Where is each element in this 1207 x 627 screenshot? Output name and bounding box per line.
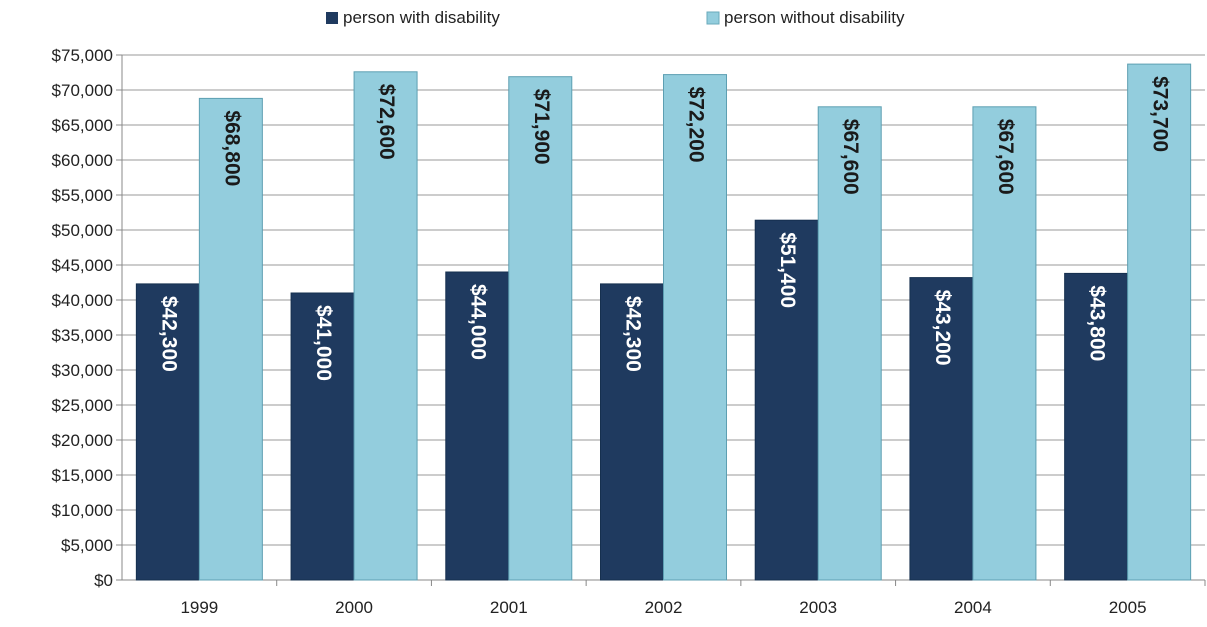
data-label: $67,600 [839,119,862,195]
data-label: $42,300 [621,296,644,372]
bar-with-disability [754,219,819,581]
x-tick-label: 2003 [799,598,837,617]
y-axis: $0 $5,000 $10,000 $15,000 $20,000 $25,000 $30,… [52,46,123,590]
bar-with-disability [135,283,200,581]
y-tick-label: $20,000 [52,431,113,450]
data-label: $72,200 [684,87,707,163]
y-tick-label: $75,000 [52,46,113,65]
bars [135,63,1192,581]
data-label: $44,000 [467,284,490,360]
y-tick-label: $0 [94,571,113,590]
x-tick-label: 2004 [954,598,992,617]
bar-without-disability [817,106,882,581]
x-tick-label: 2001 [490,598,528,617]
y-tick-label: $50,000 [52,221,113,240]
bar-with-disability [909,277,974,581]
legend-label-with-disability: person with disability [343,8,500,27]
data-label: $42,300 [157,296,180,372]
data-label: $51,400 [776,232,799,308]
bar-with-disability [290,292,355,581]
y-tick-label: $25,000 [52,396,113,415]
bar-without-disability [508,76,573,581]
bar-with-disability [600,283,664,581]
x-tick-label: 2005 [1109,598,1147,617]
x-tick-label: 1999 [180,598,218,617]
bar-without-disability [198,97,263,581]
legend-swatch-with-disability [326,12,338,24]
y-tick-label: $5,000 [61,536,113,555]
y-tick-label: $60,000 [52,151,113,170]
x-tick-label: 2000 [335,598,373,617]
y-tick-label: $55,000 [52,186,113,205]
bar-with-disability [445,271,510,581]
y-tick-label: $45,000 [52,256,113,275]
bar-with-disability [1064,272,1129,581]
data-label: $43,800 [1086,285,1109,361]
bar-without-disability [1127,63,1192,581]
bar-without-disability [663,74,727,581]
legend-label-without-disability: person without disability [724,8,905,27]
data-label: $73,700 [1149,76,1172,152]
data-label: $68,800 [220,110,243,186]
bar-without-disability [353,71,418,581]
data-label: $41,000 [312,305,335,381]
data-labels: $42,300 $68,800 $41,000 $72,600 $44,000 $71,9… [157,76,1171,381]
data-label: $67,600 [994,119,1017,195]
y-tick-label: $15,000 [52,466,113,485]
y-tick-label: $35,000 [52,326,113,345]
y-tick-label: $30,000 [52,361,113,380]
legend: person with disability person without di… [326,8,905,27]
data-label: $72,600 [375,84,398,160]
x-axis: 1999 2000 2001 2002 2003 2004 2005 [122,579,1206,617]
bar-without-disability [972,106,1037,581]
y-tick-label: $40,000 [52,291,113,310]
y-tick-label: $70,000 [52,81,113,100]
data-label: $43,200 [931,290,954,366]
data-label: $71,900 [530,89,553,165]
y-tick-label: $65,000 [52,116,113,135]
y-tick-label: $10,000 [52,501,113,520]
legend-swatch-without-disability [706,11,720,25]
x-tick-label: 2002 [645,598,683,617]
